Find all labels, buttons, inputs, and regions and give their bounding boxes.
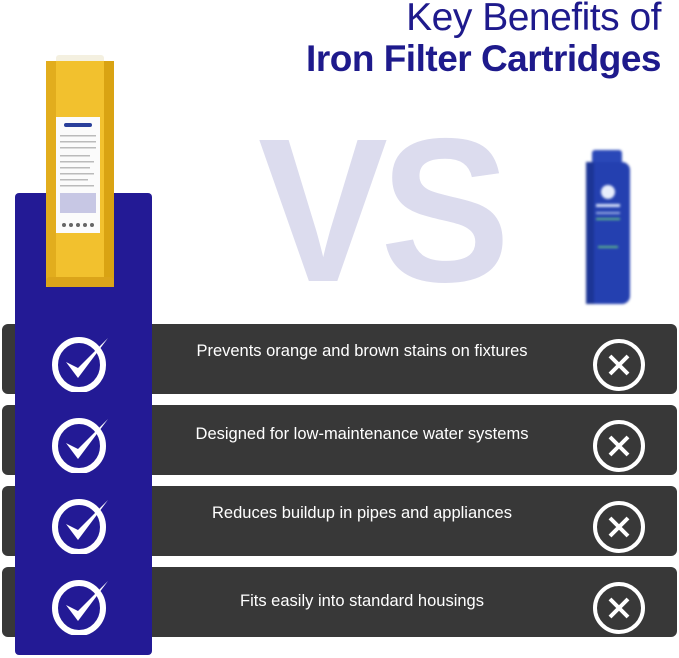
benefit-row: Fits easily into standard housings: [2, 567, 677, 637]
benefit-row: Reduces buildup in pipes and appliances: [2, 486, 677, 556]
benefit-row: Designed for low-maintenance water syste…: [2, 405, 677, 475]
check-icon: [52, 499, 108, 554]
check-icon: [52, 418, 108, 473]
check-icon: [52, 337, 108, 392]
check-icon: [52, 580, 108, 635]
competitor-cartridge-image: [586, 150, 630, 304]
iron-filter-cartridge-image: [46, 55, 114, 287]
benefit-text: Reduces buildup in pipes and appliances: [212, 504, 512, 522]
x-icon: [593, 420, 645, 472]
title-line-2: Iron Filter Cartridges: [306, 38, 661, 79]
x-icon: [593, 501, 645, 553]
benefit-text: Fits easily into standard housings: [240, 592, 484, 610]
x-icon: [593, 339, 645, 391]
benefit-text: Designed for low-maintenance water syste…: [195, 425, 529, 443]
x-icon: [593, 582, 645, 634]
benefit-row: Prevents orange and brown stains on fixt…: [2, 324, 677, 394]
vs-label: VS: [258, 96, 510, 325]
benefit-text: Prevents orange and brown stains on fixt…: [196, 342, 528, 360]
title-line-1: Key Benefits of: [406, 0, 661, 39]
